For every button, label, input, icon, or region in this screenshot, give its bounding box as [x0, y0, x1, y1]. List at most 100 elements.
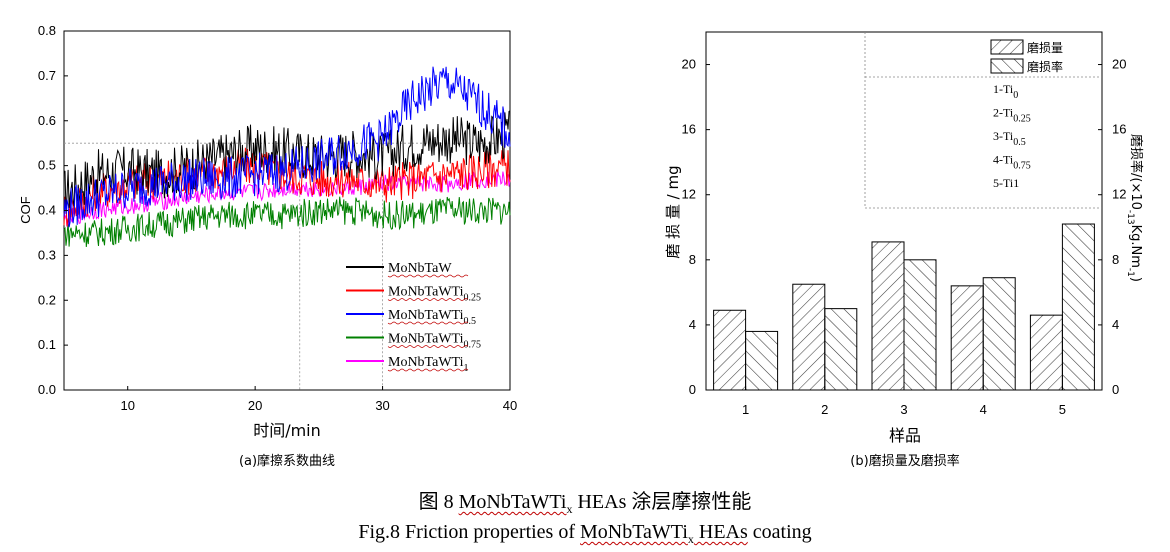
y-tick-label: 0.5: [38, 158, 56, 173]
sample-annotation: 2-Ti0.25: [993, 106, 1031, 125]
bar-wear-amount: [950, 285, 984, 391]
sample-annotation-text: 2-Ti: [993, 106, 1014, 120]
left-y-tick-label: 12: [682, 187, 696, 202]
right-label-dot: .: [1128, 241, 1143, 245]
sample-annotation: 3-Ti0.5: [993, 129, 1026, 148]
legend-label-name: MoNbTaWTi: [388, 332, 464, 347]
legend-label-sub: 0.75: [464, 340, 482, 351]
right-y-tick-label: 0: [1112, 382, 1119, 397]
spellcheck-squiggle: [387, 274, 469, 278]
right-label-prefix: 磨损率/(×10: [1128, 134, 1144, 210]
left-y-tick-label: 0: [689, 382, 696, 397]
bar-wear-rate: [745, 330, 779, 391]
x-tick-label: 4: [980, 402, 987, 417]
sample-annotation-sub: 0.5: [1013, 137, 1026, 148]
right-label-exp2: -1: [1125, 268, 1135, 277]
x-tick-label: 30: [375, 398, 389, 413]
legend-label: MoNbTaWTi0.75: [388, 332, 481, 351]
chart-a-series: [63, 66, 511, 248]
cof-series-line: [63, 66, 511, 228]
spellcheck-squiggle: [387, 321, 469, 325]
sample-annotation-sub: 0.25: [1013, 114, 1031, 125]
sample-annotation-text: 3-Ti: [993, 129, 1014, 143]
x-tick-label: 5: [1059, 402, 1066, 417]
chart-a-y-axis-label: COF: [18, 196, 33, 224]
right-label-exp: -13: [1125, 210, 1135, 225]
chart-b-right-y-ticks: 0 4 8 12 16 20: [1098, 57, 1126, 397]
x-tick-label: 10: [120, 398, 134, 413]
y-tick-label: 0.8: [38, 23, 56, 38]
right-y-tick-label: 16: [1112, 122, 1126, 137]
y-tick-label: 0.3: [38, 247, 56, 262]
right-label-close: ): [1128, 277, 1143, 282]
legend-label: MoNbTaWTi1: [388, 355, 469, 374]
sample-annotation: 4-Ti0.75: [993, 153, 1031, 172]
legend-label: MoNbTaWTi0.25: [388, 285, 481, 304]
right-y-tick-label: 8: [1112, 252, 1119, 267]
caption-en-sub: x: [687, 532, 694, 546]
right-label-unit1: Kg: [1128, 225, 1143, 242]
caption-zh-sub: x: [566, 502, 573, 516]
legend-label-sub: 0.5: [464, 316, 477, 327]
chart-b-bars: [713, 223, 1095, 391]
sample-annotation-sub: 0: [1013, 90, 1018, 101]
chart-b-left-y-ticks: 0 4 8 12 16 20: [682, 57, 710, 397]
bar-wear-rate: [1061, 223, 1095, 391]
chart-b-x-axis-label: 样品: [889, 426, 921, 445]
right-y-tick-label: 12: [1112, 187, 1126, 202]
legend-swatch: [990, 58, 1024, 74]
x-tick-label: 3: [900, 402, 907, 417]
legend-label: 磨损率: [1027, 59, 1063, 74]
caption-en-rest: HEAs: [693, 521, 748, 543]
cof-series-line: [63, 170, 511, 227]
chart-a-y-ticks: 0.0 0.1 0.2 0.3 0.4 0.5 0.6 0.7 0.8: [38, 23, 68, 397]
caption-en-alloy: MoNbTaWTi: [580, 521, 688, 543]
legend-label-name: MoNbTaWTi: [388, 285, 464, 300]
bar-wear-rate: [982, 277, 1016, 391]
chart-a-legend: MoNbTaWMoNbTaWTi0.25MoNbTaWTi0.5MoNbTaWT…: [346, 261, 481, 374]
left-y-tick-label: 16: [682, 122, 696, 137]
sample-annotation-sub: 0.75: [1013, 161, 1031, 172]
chart-a-subcaption: (a)摩擦系数曲线: [239, 453, 335, 469]
legend-label-sub: 0.25: [464, 293, 482, 304]
chart-a-x-ticks: 10 20 30 40: [120, 386, 517, 413]
chart-b-x-ticks: 1 2 3 4 5: [742, 386, 1066, 417]
chart-b-right-y-axis-label: 磨损率/(×10-13Kg.Nm-1): [1125, 134, 1144, 282]
legend-label: 磨损量: [1027, 41, 1063, 55]
bar-wear-amount: [792, 283, 826, 391]
spellcheck-squiggle: [387, 298, 469, 301]
legend-label-name: MoNbTaW: [388, 261, 452, 276]
caption-zh-rest: HEAs: [572, 491, 627, 513]
caption-zh-prefix: 图 8: [418, 491, 459, 513]
legend-label: MoNbTaW: [388, 261, 452, 276]
caption-zh-alloy: MoNbTaWTi: [458, 491, 567, 513]
bar-wear-amount: [871, 241, 905, 391]
caption-en-suffix: coating: [747, 521, 812, 543]
legend-label-sub: 1: [464, 363, 469, 374]
chart-b-left-y-axis-label: 磨 损 量 / mg: [664, 165, 682, 258]
spellcheck-squiggle: [387, 345, 469, 348]
figure-caption-en: Fig.8 Friction properties of MoNbTaWTix …: [0, 521, 1170, 547]
cof-series-line: [63, 196, 511, 248]
right-y-tick-label: 4: [1112, 317, 1119, 332]
y-tick-label: 0.6: [38, 113, 56, 128]
x-tick-label: 1: [742, 402, 749, 417]
legend-label-name: MoNbTaWTi: [388, 308, 464, 323]
y-tick-label: 0.0: [38, 382, 56, 397]
sample-annotation-text: 1-Ti: [993, 82, 1014, 96]
legend-label-name: MoNbTaWTi: [388, 355, 464, 370]
sample-annotation-text: 4-Ti: [993, 153, 1014, 167]
cof-series-line: [63, 110, 511, 214]
chart-b-subcaption: (b)磨损量及磨损率: [850, 453, 959, 469]
bar-wear-amount: [713, 309, 747, 391]
y-tick-label: 0.7: [38, 68, 56, 83]
left-y-tick-label: 8: [689, 252, 696, 267]
bar-wear-rate: [824, 308, 858, 391]
y-tick-label: 0.2: [38, 292, 56, 307]
caption-en-prefix: Fig.8 Friction properties of: [358, 521, 580, 543]
legend-label: MoNbTaWTi0.5: [388, 308, 476, 327]
sample-annotation: 1-Ti0: [993, 82, 1018, 101]
x-tick-label: 2: [821, 402, 828, 417]
